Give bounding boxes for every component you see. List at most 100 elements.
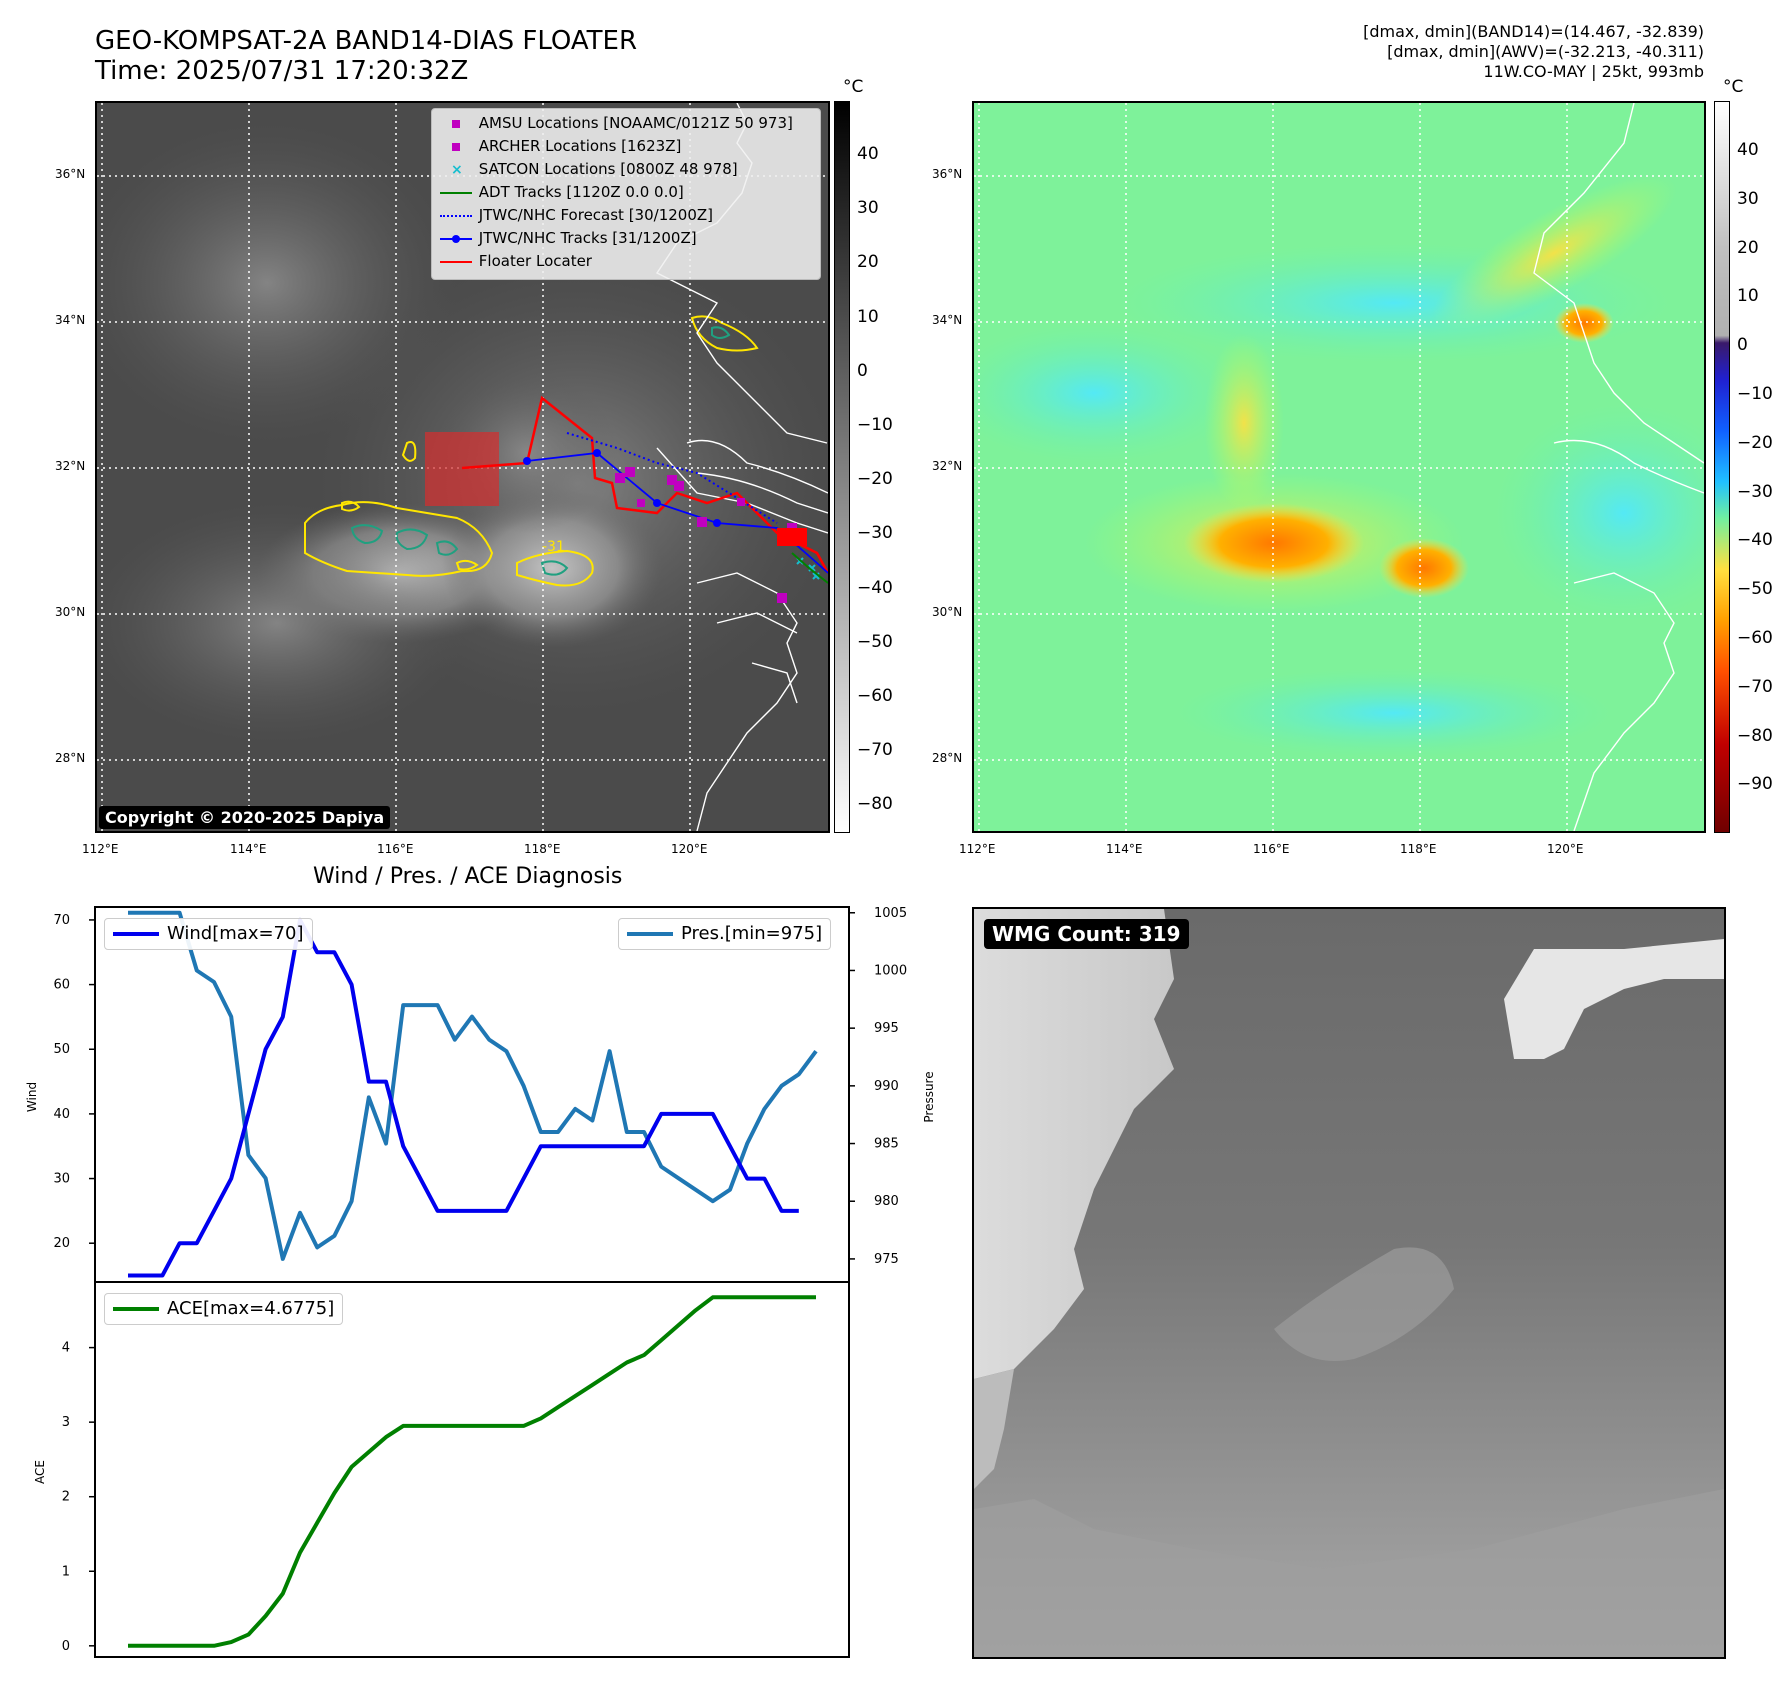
ir-lon-label: 116°E	[377, 842, 414, 856]
ir-colorbar-tick-label: −40	[857, 577, 893, 598]
ir-contours-green	[350, 326, 731, 576]
wv-colorbar-tick-label: −40	[1737, 530, 1773, 551]
square-marker-icon	[438, 137, 474, 157]
wv-colorbar-tick-label: −30	[1737, 481, 1773, 502]
wv-lon-label: 116°E	[1253, 842, 1290, 856]
jtwc-track-points	[523, 449, 721, 527]
legend-item-archer: ARCHER Locations [1623Z]	[438, 136, 681, 156]
wv-colorbar-tick-label: −20	[1737, 432, 1773, 453]
wv-colorbar-tick-label: 40	[1737, 140, 1759, 160]
pressure-tick-label: 990	[874, 1079, 899, 1094]
wmg-image-svg	[974, 909, 1724, 1657]
wv-dry-east	[1494, 403, 1704, 623]
wv-colorbar-tick-label: 30	[1737, 188, 1759, 209]
wv-colorbar-tick-label: −50	[1737, 579, 1773, 600]
legend-item-satcon: × SATCON Locations [0800Z 48 978]	[438, 159, 738, 179]
pressure-axis-ticks: 975 980 985 990 995 1000 1005	[849, 906, 907, 1267]
ace-axes	[94, 1281, 850, 1658]
pressure-axis-label: Pressure	[922, 1071, 936, 1123]
red-line-icon	[438, 252, 474, 272]
wv-colorbar-tick-label: −80	[1737, 725, 1773, 746]
wv-lat-label: 34°N	[932, 313, 963, 327]
ace-legend: ACE[max=4.6775]	[104, 1293, 344, 1325]
ace-series-line	[128, 1295, 816, 1648]
ir-lon-label: 120°E	[671, 842, 708, 856]
pressure-tick-label: 995	[874, 1021, 899, 1036]
wv-moist-ne	[1431, 174, 1677, 332]
meta-awv-range: [dmax, dmin](AWV)=(-32.213, -40.311)	[1387, 42, 1704, 61]
figure-title: GEO-KOMPSAT-2A BAND14-DIAS FLOATER	[95, 26, 638, 56]
wv-colorbar-tick-label: 0	[1737, 335, 1748, 356]
ace-axis-label: ACE	[33, 1460, 47, 1484]
ir-colorbar-tick-label: −50	[857, 631, 893, 652]
diagnosis-title: Wind / Pres. / ACE Diagnosis	[313, 864, 623, 889]
copyright-label: Copyright © 2020-2025 Dapiya	[99, 806, 391, 829]
figure-time: Time: 2025/07/31 17:20:32Z	[95, 56, 469, 86]
legend-item-jtwc-forecast: JTWC/NHC Forecast [30/1200Z]	[438, 205, 713, 225]
wv-lon-label: 114°E	[1106, 842, 1143, 856]
wmg-count-label: WMG Count: 319	[984, 919, 1189, 949]
wmg-moist-streak	[1274, 1247, 1454, 1361]
wind-legend: Wind[max=70]	[104, 918, 313, 950]
legend-item-amsu: AMSU Locations [NOAAMC/0121Z 50 973]	[438, 113, 793, 133]
wmg-lower-band	[974, 1489, 1724, 1657]
ir-lon-label: 118°E	[524, 842, 561, 856]
pressure-tick-label: 975	[874, 1252, 899, 1267]
wmg-bright-left	[974, 909, 1174, 1379]
wv-colorbar-tick-label: 10	[1737, 286, 1759, 307]
wind-tick-label: 40	[53, 1107, 70, 1122]
ir-colorbar-tick-label: −60	[857, 686, 893, 706]
ir-lon-label: 114°E	[230, 842, 267, 856]
wv-lat-label: 30°N	[932, 605, 963, 619]
ir-colorbar-unit: °C	[843, 77, 864, 97]
wmg-bright-ne	[1504, 939, 1724, 1059]
wv-core-ne	[1554, 303, 1614, 343]
ir-colorbar-tick-label: −80	[857, 794, 893, 815]
legend-item-jtwc-tracks: JTWC/NHC Tracks [31/1200Z]	[438, 228, 697, 248]
adt-track	[791, 552, 828, 584]
ace-axis-ticks: 0 1 2 3 4	[62, 1341, 95, 1654]
ace-tick-label: 1	[62, 1564, 70, 1579]
steelblue-line-icon	[627, 932, 673, 936]
wv-colorbar-tick-label: −60	[1737, 628, 1773, 648]
wind-tick-label: 20	[53, 1236, 70, 1251]
wind-axis-label: Wind	[25, 1081, 39, 1113]
wv-coastline	[1533, 103, 1704, 831]
meta-band14-range: [dmax, dmin](BAND14)=(14.467, -32.839)	[1363, 22, 1704, 41]
ir-colorbar-tick-label: 40	[857, 144, 879, 164]
wv-colorbar	[1714, 101, 1730, 833]
ir-contour-label: -31	[542, 539, 565, 555]
wv-lat-label: 32°N	[932, 459, 963, 473]
ace-tick-label: 0	[62, 1639, 70, 1654]
ir-cloud-sw	[97, 503, 467, 743]
blue-line-icon	[113, 932, 159, 936]
ace-tick-label: 3	[62, 1415, 70, 1430]
wv-core	[1184, 503, 1364, 583]
ir-colorbar-tick-label: −20	[857, 469, 893, 490]
wv-dry-west	[974, 323, 1244, 463]
ace-tick-label: 2	[62, 1490, 70, 1505]
wind-tick-label: 50	[53, 1042, 70, 1057]
ir-colorbar	[834, 101, 850, 833]
line-dot-icon	[438, 229, 474, 249]
wind-tick-label: 70	[53, 913, 70, 928]
wv-lon-label: 118°E	[1400, 842, 1437, 856]
ace-tick-label: 4	[62, 1341, 70, 1356]
dotted-line-icon	[438, 206, 474, 226]
ir-colorbar-tick-label: 20	[857, 252, 879, 273]
pressure-legend: Pres.[min=975]	[618, 918, 832, 950]
legend-item-adt: ADT Tracks [1120Z 0.0 0.0]	[438, 182, 684, 202]
wv-gridlines	[974, 103, 1704, 831]
wv-image-panel	[972, 101, 1706, 833]
wv-dry-south	[1174, 668, 1614, 758]
ir-colorbar-tick-label: −10	[857, 415, 893, 435]
wv-lon-label: 112°E	[959, 842, 996, 856]
ir-lon-label: 112°E	[82, 842, 119, 856]
wv-image-svg	[974, 103, 1704, 831]
ir-lat-label: 34°N	[55, 313, 86, 327]
x-marker-icon: ×	[451, 161, 463, 178]
ir-colorbar-tick-label: −70	[857, 740, 893, 761]
square-marker-icon	[438, 114, 474, 134]
ir-colorbar-tick-label: 10	[857, 306, 879, 327]
